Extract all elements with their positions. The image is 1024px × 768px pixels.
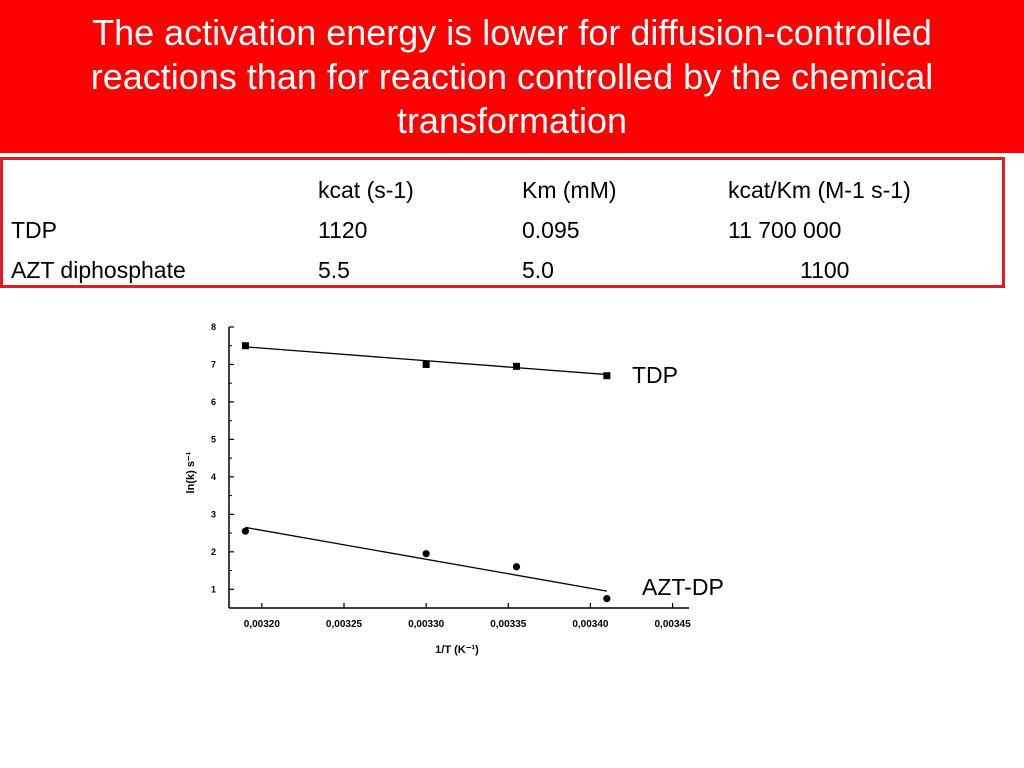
data-point-tdp: [603, 372, 611, 380]
y-tick-label: 4: [211, 472, 216, 482]
data-point-azt-dp: [422, 550, 430, 558]
x-tick-label: 0,00335: [490, 619, 527, 630]
x-axis-label: 1/T (K⁻¹): [435, 644, 479, 656]
x-tick-label: 0,00320: [244, 619, 281, 630]
table-cell-kcat: 1120: [318, 217, 368, 243]
y-tick-label: 3: [211, 509, 216, 519]
series-label-azt-dp: AZT-DP: [642, 574, 724, 600]
data-point-tdp: [513, 362, 520, 370]
y-tick-label: 1: [211, 584, 216, 594]
y-tick-label: 2: [211, 547, 216, 557]
table-row-label: TDP: [11, 217, 57, 243]
title-banner: The activation energy is lower for diffu…: [0, 0, 1024, 153]
slide-title: The activation energy is lower for diffu…: [90, 11, 934, 141]
table-cell-kcat-km: 11 700 000: [728, 217, 842, 243]
data-point-azt-dp: [241, 527, 250, 535]
fit-line-tdp: [245, 346, 607, 376]
x-tick-label: 0,00340: [572, 619, 609, 630]
fit-line-azt-dp: [245, 526, 607, 592]
table-cell-km: 0.095: [522, 217, 580, 243]
x-tick-label: 0,00325: [326, 619, 363, 630]
x-tick-label: 0,00330: [408, 619, 445, 630]
arrhenius-plot: 1 2 3 4 5 6 7 8 0,00320 0,00325 0,00330 0,00335 0,00…: [185, 322, 691, 656]
table-cell-kcat-km: 1100: [800, 257, 850, 283]
data-point-azt-dp: [603, 595, 611, 603]
table-row-label: AZT diphosphate: [11, 257, 186, 283]
data-point-tdp: [241, 342, 249, 350]
data-point-azt-dp: [512, 563, 521, 571]
x-tick-label: 0,00345: [654, 619, 691, 630]
series-label-tdp: TDP: [632, 362, 678, 388]
table-header-km: Km (mM): [522, 177, 617, 203]
table-header-kcat: kcat (s-1): [318, 177, 414, 203]
y-tick-label: 8: [211, 322, 216, 332]
y-tick-label: 6: [211, 397, 216, 407]
y-tick-label: 5: [211, 434, 216, 444]
table-cell-km: 5.0: [522, 257, 554, 283]
kinetics-table: kcat (s-1) Km (mM) kcat/Km (M-1 s-1) TDP…: [0, 157, 1005, 288]
y-axis-label: ln(k) s⁻¹: [185, 451, 197, 493]
data-point-tdp: [422, 360, 430, 368]
table-header-kcat-km: kcat/Km (M-1 s-1): [728, 177, 911, 203]
y-tick-label: 7: [211, 359, 216, 369]
table-cell-kcat: 5.5: [318, 257, 350, 283]
